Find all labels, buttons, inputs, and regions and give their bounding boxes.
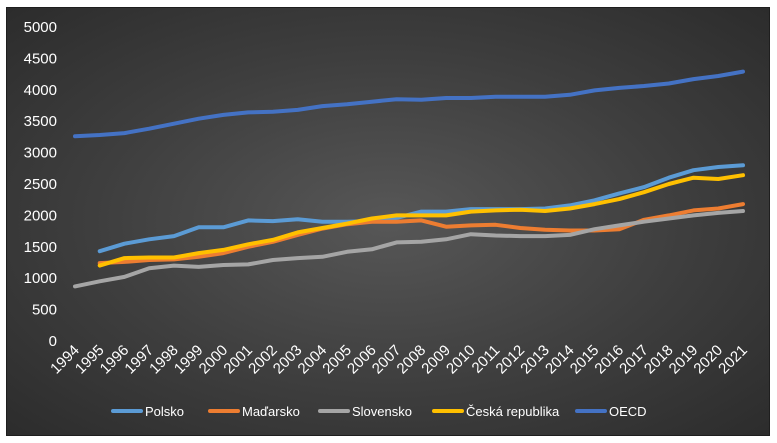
- y-tick-label: 500: [32, 302, 57, 319]
- line-chart: 0 500 1000 1500 2000 2500 3000 3500 4000 4500 5000…: [24, 19, 751, 419]
- y-tick-label: 1000: [24, 270, 57, 287]
- legend-label-3: Česká republika: [466, 404, 560, 419]
- series-line-0: [97, 163, 745, 254]
- y-tick-label: 2000: [24, 207, 57, 224]
- y-tick-label: 0: [49, 333, 57, 350]
- series-line-3: [97, 173, 745, 268]
- series-line-4: [73, 69, 745, 139]
- legend: Polsko Maďarsko Slovensko Česká republika OE…: [111, 404, 647, 419]
- y-tick-label: 2500: [24, 176, 57, 193]
- chart-area: 0 500 1000 1500 2000 2500 3000 3500 4000 4500 5000…: [6, 7, 770, 436]
- y-tick-label: 4500: [24, 50, 57, 67]
- legend-label-4: OECD: [609, 404, 647, 419]
- y-tick-label: 1500: [24, 239, 57, 256]
- x-axis: 1994199519961997199819992000200120022003…: [47, 342, 751, 378]
- x-tick-label: 2021: [715, 342, 751, 378]
- plot-series: [73, 69, 745, 289]
- y-tick-label: 5000: [24, 19, 57, 36]
- legend-label-0: Polsko: [145, 404, 184, 419]
- y-tick-label: 4000: [24, 82, 57, 99]
- legend-label-1: Maďarsko: [242, 404, 300, 419]
- y-axis: 0 500 1000 1500 2000 2500 3000 3500 4000 4500 5000: [24, 19, 57, 350]
- y-tick-label: 3000: [24, 145, 57, 162]
- legend-label-2: Slovensko: [352, 404, 412, 419]
- series-line-2: [73, 209, 745, 289]
- y-tick-label: 3500: [24, 113, 57, 130]
